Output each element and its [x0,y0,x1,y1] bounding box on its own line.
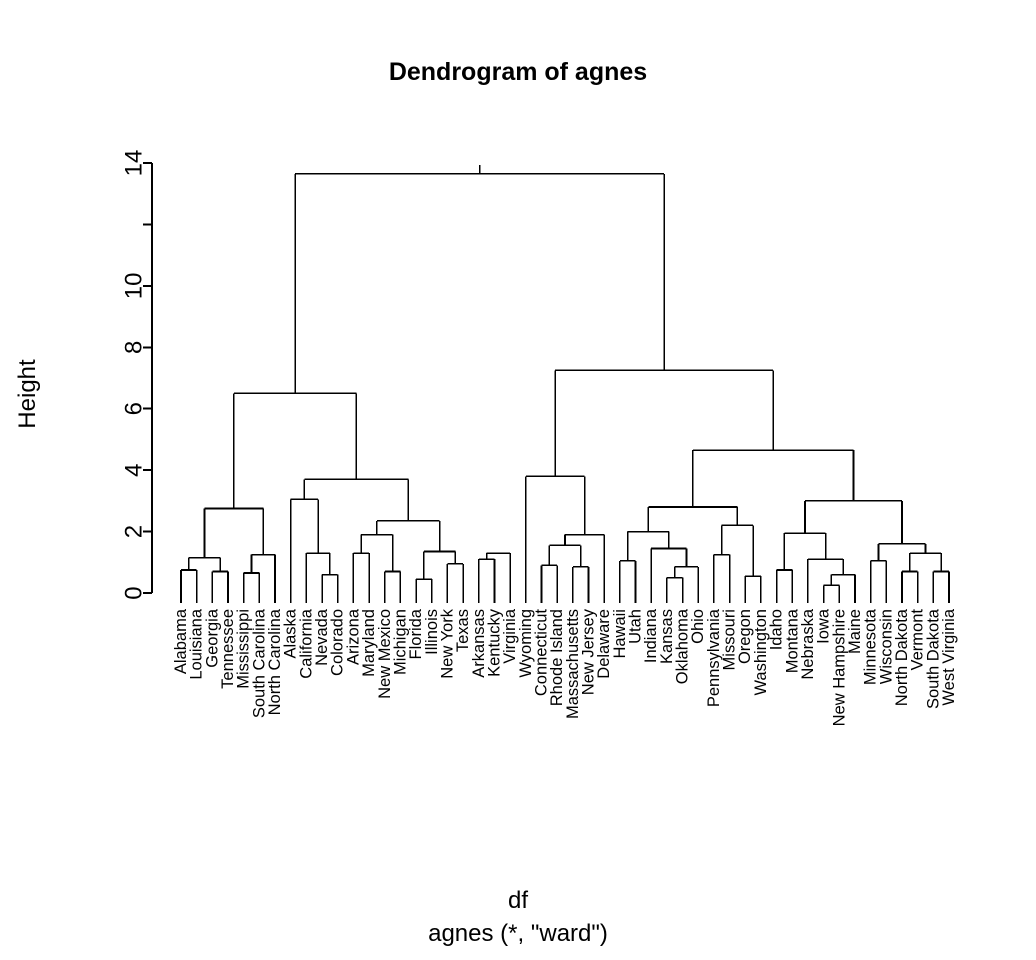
leaf-label: Mississippi [235,609,253,689]
leaf-label: Montana [783,608,801,673]
leaf-label: Vermont [909,609,927,671]
leaf-label: Michigan [391,609,409,675]
leaf-label: Missouri [721,609,739,670]
leaf-label: North Carolina [266,608,284,715]
leaf-label: Indiana [642,608,660,663]
leaf-labels: AlabamaLouisianaGeorgiaTennesseeMississi… [172,608,958,726]
leaf-label: Nebraska [799,608,817,679]
leaf-label: Rhode Island [548,609,566,706]
leaf-label: Wyoming [517,609,535,678]
leaf-label: Minnesota [862,608,880,685]
caption-method: agnes (*, "ward") [428,920,608,947]
leaf-label: New York [438,608,456,678]
leaf-label: New Mexico [376,609,394,699]
leaf-label: Iowa [815,608,833,644]
y-tick-label: 8 [121,341,148,354]
y-tick-label: 2 [121,525,148,538]
leaf-label: Idaho [768,609,786,650]
y-tick-label: 14 [121,150,148,177]
leaf-label: Washington [752,609,770,696]
leaf-label: Illinois [423,609,441,655]
leaf-label: Maryland [360,609,378,677]
leaf-tick-marks [180,593,950,603]
y-tick-label: 4 [121,463,148,476]
leaf-label: Delaware [595,609,613,679]
leaf-label: Tennessee [219,609,237,689]
leaf-label: Nevada [313,608,331,666]
leaf-label: Arizona [344,608,362,665]
leaf-label: Texas [454,609,472,652]
leaf-label: Pennsylvania [705,608,723,707]
leaf-label: Ohio [689,609,707,644]
leaf-label: South Carolina [250,608,268,718]
leaf-label: Kentucky [485,608,503,677]
leaf-label: New Hampshire [830,609,848,726]
leaf-label: Colorado [329,609,347,676]
dendrogram-tree [180,164,950,593]
leaf-label: Massachusetts [564,609,582,719]
leaf-label: Wisconsin [877,609,895,684]
leaf-label: Louisiana [188,608,206,679]
caption-xlabel: df [507,887,528,914]
leaf-label: West Virginia [940,608,958,705]
leaf-label: Connecticut [532,609,550,697]
y-tick-label: 10 [121,273,148,300]
leaf-label: South Dakota [924,608,942,709]
y-axis: 0 2 4 6 8 10 14 [121,150,153,600]
leaf-label: Oregon [736,609,754,664]
leaf-label: Alabama [172,608,190,674]
leaf-label: New Jersey [580,608,598,695]
y-tick-label: 0 [121,586,148,599]
leaf-label: Oklahoma [674,608,692,684]
leaf-label: North Dakota [893,608,911,706]
y-axis-label: Height [14,359,41,429]
leaf-label: Utah [627,609,645,644]
leaf-label: Kansas [658,609,676,664]
leaf-label: Georgia [203,608,221,668]
caption: df agnes (*, "ward") [0,884,1036,950]
y-tick-label: 6 [121,402,148,415]
leaf-label: Maine [846,609,864,654]
leaf-label: Florida [407,608,425,659]
leaf-label: Hawaii [611,609,629,659]
page-title: Dendrogram of agnes [388,58,648,86]
leaf-label: California [297,608,315,679]
leaf-label: Virginia [501,608,519,664]
leaf-label: Arkansas [470,609,488,678]
dendrogram-svg: 0 2 4 6 8 10 14 AlabamaLouisianaGeorgiaTenness… [121,150,959,727]
leaf-label: Alaska [282,608,300,658]
